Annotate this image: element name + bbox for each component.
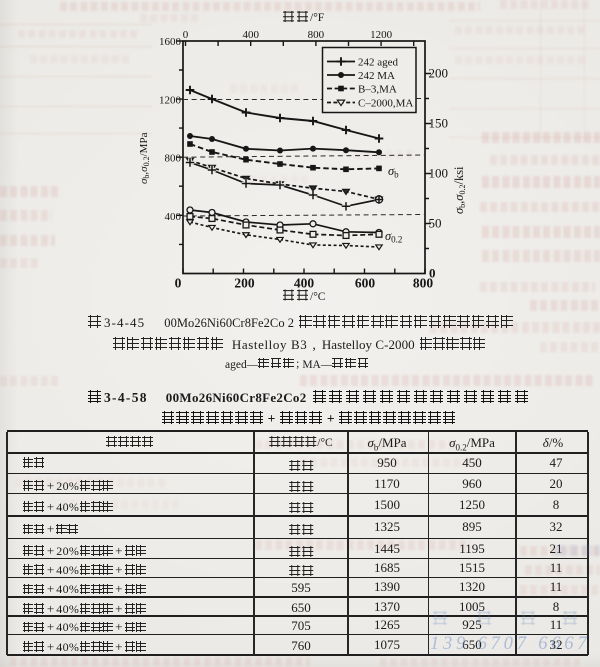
- svg-text:600: 600: [355, 276, 376, 291]
- svg-text:400: 400: [165, 211, 182, 223]
- svg-text:C–2000,MA: C–2000,MA: [358, 97, 413, 109]
- svg-text:200: 200: [234, 276, 255, 291]
- svg-text:242 aged: 242 aged: [358, 56, 399, 68]
- svg-text:100: 100: [429, 166, 449, 181]
- svg-text:σ0.2: σ0.2: [385, 229, 402, 245]
- svg-text:800: 800: [165, 153, 182, 165]
- svg-text:50: 50: [429, 216, 442, 231]
- svg-text:0: 0: [183, 29, 189, 41]
- svg-text:150: 150: [429, 116, 449, 131]
- svg-text:1600: 1600: [159, 36, 182, 48]
- svg-text:0: 0: [175, 276, 182, 291]
- svg-text:800: 800: [308, 29, 325, 41]
- svg-text:200: 200: [429, 66, 449, 81]
- svg-text:0: 0: [429, 266, 436, 281]
- svg-text:/°C: /°C: [310, 291, 326, 303]
- svg-text:1200: 1200: [370, 29, 393, 41]
- svg-text:B–3,MA: B–3,MA: [358, 83, 397, 95]
- svg-text:242 MA: 242 MA: [358, 70, 395, 82]
- svg-text:400: 400: [294, 276, 315, 291]
- svg-text:σb,σ0.2/ksi: σb,σ0.2/ksi: [452, 166, 467, 214]
- svg-text:σb: σb: [388, 164, 399, 180]
- svg-text:/°F: /°F: [310, 12, 324, 24]
- svg-text:400: 400: [242, 29, 259, 41]
- svg-text:800: 800: [413, 276, 434, 291]
- svg-text:1200: 1200: [159, 95, 182, 107]
- svg-text:σb,σ0.2/MPa: σb,σ0.2/MPa: [138, 132, 151, 184]
